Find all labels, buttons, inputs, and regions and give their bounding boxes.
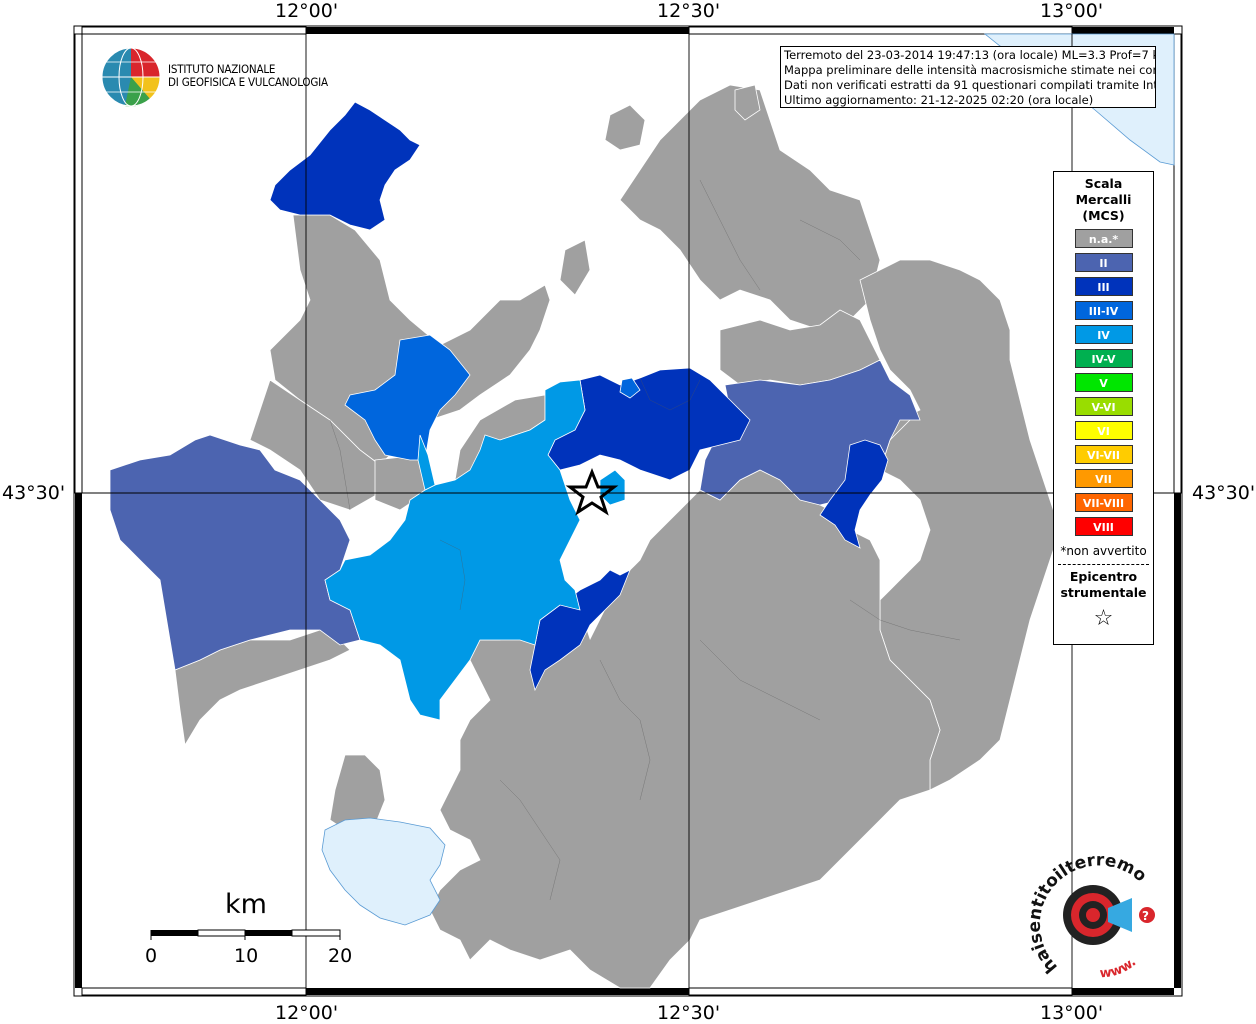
bottom-label-1230: 12°30' xyxy=(657,1002,721,1024)
legend-epicenter-title: Epicentro strumentale xyxy=(1054,569,1153,601)
municipalities-III-IV xyxy=(344,334,641,461)
hst-brand-url: www. xyxy=(1099,955,1139,981)
legend-item: VI xyxy=(1074,421,1133,440)
legend-items: n.a.* II III III-IV IV IV-V V V-VI VI VI-VII VII VI… xyxy=(1054,229,1153,536)
legend-item: V xyxy=(1074,373,1133,392)
legend-item: IV xyxy=(1074,325,1133,344)
ingv-logo-icon xyxy=(101,47,161,107)
scale-bar xyxy=(150,929,341,940)
hst-brand-text: haisentitoilterremoto.it www. ? xyxy=(1030,852,1150,981)
legend-item: VII-VIII xyxy=(1074,493,1133,512)
info-line-3: Dati non verificati estratti da 91 quest… xyxy=(784,78,1156,92)
legend-item: III xyxy=(1074,277,1133,296)
municipalities-IV xyxy=(324,379,626,721)
municipality-borders xyxy=(329,179,961,901)
frame-top-left xyxy=(81,26,307,35)
scale-tick-20: 20 xyxy=(328,945,353,967)
bottom-label-1300: 13°00' xyxy=(1040,1002,1104,1024)
right-label-4330: 43°30' xyxy=(1192,482,1256,504)
scale-unit-label: km xyxy=(225,889,267,920)
scale-tick-10: 10 xyxy=(234,945,259,967)
frame-bottom-mid1 xyxy=(306,988,689,995)
legend-item: VI-VII xyxy=(1074,445,1133,464)
frame-top-mid2 xyxy=(688,26,1073,35)
hst-logo-icon xyxy=(1063,885,1155,945)
legend-separator xyxy=(1058,564,1149,565)
svg-text:www.: www. xyxy=(1099,955,1139,981)
info-line-4: Ultimo aggiornamento: 21-12-2025 02:20 (… xyxy=(784,93,1094,107)
frame-top-right xyxy=(1072,27,1174,34)
legend-title-line-1: Scala xyxy=(1084,176,1123,191)
top-label-1200: 12°00' xyxy=(275,0,339,22)
legend-item: VIII xyxy=(1074,517,1133,536)
legend-item: III-IV xyxy=(1074,301,1133,320)
epicenter-star xyxy=(565,467,619,516)
frame-top-mid1 xyxy=(306,27,689,34)
legend-title-line-2: Mercalli xyxy=(1075,192,1132,207)
legend-item: IV-V xyxy=(1074,349,1133,368)
legend-title: Scala Mercalli (MCS) xyxy=(1054,176,1153,224)
top-label-1230: 12°30' xyxy=(657,0,721,22)
municipalities-III xyxy=(269,101,889,692)
ingv-logo-text: ISTITUTO NAZIONALE DI GEOFISICA E VULCAN… xyxy=(168,63,328,89)
legend-epicenter-line-2: strumentale xyxy=(1060,585,1147,600)
legend-epicenter-line-1: Epicentro xyxy=(1069,569,1138,584)
frame-left-bottom xyxy=(75,493,82,988)
intensity-legend: Scala Mercalli (MCS) n.a.* II III III-IV IV I… xyxy=(1053,171,1154,645)
bottom-label-1200: 12°00' xyxy=(275,1002,339,1024)
scale-tick-0: 0 xyxy=(145,945,158,967)
legend-title-line-3: (MCS) xyxy=(1082,208,1125,223)
frame-bottom-left xyxy=(81,987,307,996)
frame-bottom-mid2 xyxy=(688,987,1073,996)
legend-item: V-VI xyxy=(1074,397,1133,416)
frame-right-bottom xyxy=(1174,493,1181,988)
frame-left-top xyxy=(74,33,83,494)
info-line-2: Mappa preliminare delle intensità macros… xyxy=(784,63,1156,77)
legend-item: VII xyxy=(1074,469,1133,488)
hst-question-mark: ? xyxy=(1142,909,1149,923)
top-label-1300: 13°00' xyxy=(1040,0,1104,22)
frame-right-top xyxy=(1173,33,1182,494)
left-label-4330: 43°30' xyxy=(2,482,66,504)
event-info-box: Terremoto del 23-03-2014 19:47:13 (ora l… xyxy=(780,46,1156,108)
frame-bottom-right xyxy=(1072,988,1174,995)
logo-line-1: ISTITUTO NAZIONALE xyxy=(168,62,276,76)
legend-note: *non avvertito xyxy=(1060,544,1147,558)
legend-star-icon: ☆ xyxy=(1093,606,1114,631)
legend-item: n.a.* xyxy=(1074,229,1133,248)
info-line-1: Terremoto del 23-03-2014 19:47:13 (ora l… xyxy=(784,48,1156,62)
logo-line-2: DI GEOFISICA E VULCANOLOGIA xyxy=(168,75,328,89)
lake xyxy=(321,817,446,926)
legend-item: II xyxy=(1074,253,1133,272)
